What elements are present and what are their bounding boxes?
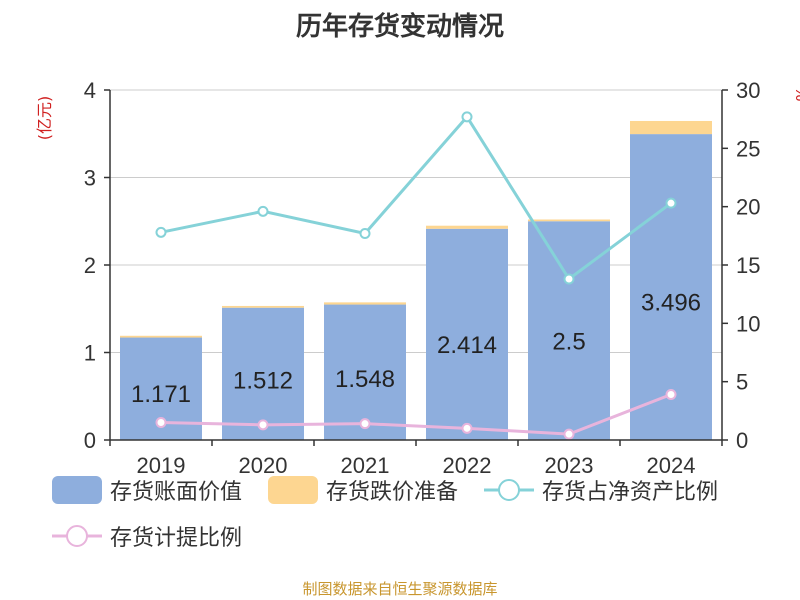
left-tick-label: 4 bbox=[84, 78, 96, 103]
point-net-asset-ratio bbox=[359, 228, 371, 239]
legend-row-1: 存货账面价值 存货跌价准备 存货占净资产比例 bbox=[52, 474, 744, 506]
legend-label-net-asset-ratio: 存货占净资产比例 bbox=[542, 479, 719, 504]
bar-impairment bbox=[630, 120, 712, 135]
right-tick-label: 15 bbox=[736, 253, 760, 278]
point-net-asset-ratio bbox=[155, 226, 167, 238]
bar-impairment bbox=[222, 305, 304, 308]
right-tick-label: 30 bbox=[736, 78, 760, 103]
left-axis-unit-label: (亿元) bbox=[35, 96, 54, 141]
legend-item-net-asset-ratio[interactable]: 存货占净资产比例 bbox=[484, 474, 718, 506]
bar-data-label: 1.512 bbox=[233, 367, 293, 394]
x-category-label: 2024 bbox=[647, 453, 696, 478]
bar-impairment bbox=[426, 225, 508, 229]
point-provision-ratio bbox=[665, 389, 677, 400]
legend-item-provision-ratio[interactable]: 存货计提比例 bbox=[52, 520, 242, 552]
line-provision-ratio bbox=[160, 393, 672, 436]
point-provision-ratio bbox=[461, 422, 473, 434]
point-provision-ratio bbox=[155, 417, 167, 428]
right-tick-label: 0 bbox=[736, 428, 748, 453]
bar-data-label: 1.548 bbox=[335, 366, 395, 393]
chart-title: 历年存货变动情况 bbox=[295, 11, 504, 41]
right-tick-label: 25 bbox=[736, 136, 760, 161]
right-tick-label: 20 bbox=[736, 195, 760, 220]
source-note: 制图数据来自恒生聚源数据库 bbox=[302, 581, 498, 598]
point-provision-ratio bbox=[257, 419, 269, 431]
x-category-label: 2023 bbox=[545, 453, 594, 478]
legend-swatch-book-value bbox=[52, 476, 102, 504]
x-category-label: 2019 bbox=[137, 453, 186, 478]
legend-label-provision-ratio: 存货计提比例 bbox=[110, 525, 243, 550]
point-net-asset-ratio bbox=[257, 205, 269, 217]
x-category-label: 2020 bbox=[239, 453, 288, 478]
legend-swatch-provision-ratio bbox=[52, 525, 102, 547]
x-category-label: 2021 bbox=[341, 453, 390, 478]
right-tick-label: 10 bbox=[736, 311, 760, 336]
bar-data-label: 1.171 bbox=[131, 381, 191, 408]
bar-impairment bbox=[120, 335, 202, 338]
bar-impairment bbox=[528, 219, 610, 222]
left-tick-label: 0 bbox=[84, 428, 96, 453]
legend-row-2: 存货计提比例 bbox=[52, 520, 268, 552]
legend-label-book-value: 存货账面价值 bbox=[110, 479, 243, 504]
legend-swatch-net-asset-ratio bbox=[484, 479, 535, 501]
right-tick-label: 5 bbox=[736, 370, 748, 395]
bar-data-label: 2.414 bbox=[437, 332, 497, 359]
left-tick-label: 3 bbox=[84, 166, 96, 191]
left-tick-label: 1 bbox=[84, 341, 96, 366]
legend-item-book-value[interactable]: 存货账面价值 bbox=[52, 474, 242, 506]
bar-book-value bbox=[222, 307, 304, 440]
bar-impairment bbox=[324, 302, 406, 305]
point-provision-ratio bbox=[359, 418, 371, 430]
x-category-label: 2022 bbox=[443, 453, 492, 478]
bar-data-label: 2.5 bbox=[552, 329, 585, 356]
point-provision-ratio bbox=[563, 428, 575, 440]
bar-book-value bbox=[324, 304, 406, 440]
right-axis-unit-label: % bbox=[792, 86, 800, 101]
legend-label-impairment: 存货跌价准备 bbox=[326, 479, 459, 504]
legend-swatch-impairment bbox=[268, 476, 319, 504]
bar-book-value bbox=[426, 228, 508, 440]
point-net-asset-ratio bbox=[461, 111, 473, 123]
left-tick-label: 2 bbox=[84, 253, 96, 278]
line-net-asset-ratio bbox=[160, 114, 672, 282]
legend-item-impairment[interactable]: 存货跌价准备 bbox=[268, 474, 458, 506]
point-net-asset-ratio bbox=[665, 197, 677, 209]
bar-data-label: 3.496 bbox=[641, 289, 701, 316]
point-net-asset-ratio bbox=[563, 273, 575, 285]
